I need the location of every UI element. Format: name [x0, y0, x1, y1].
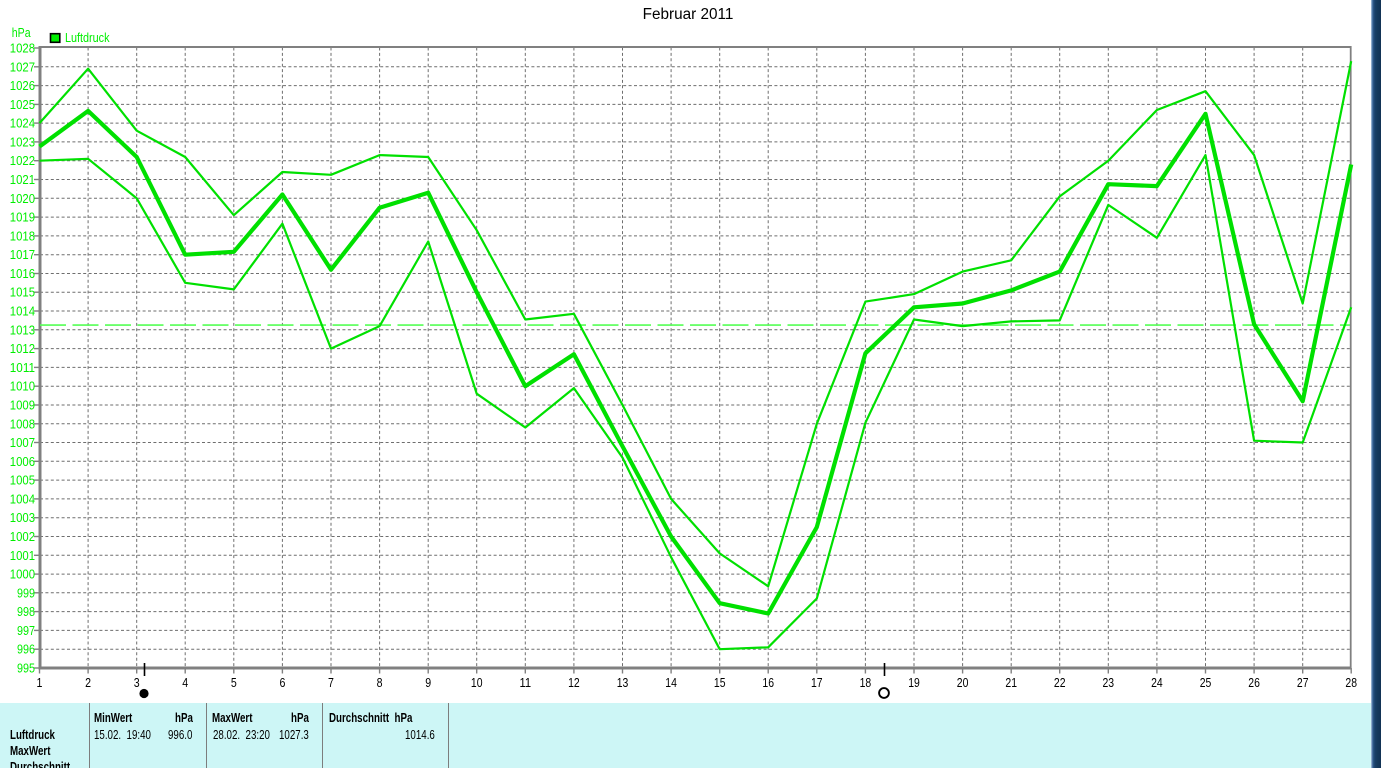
svg-text:1009: 1009: [10, 399, 35, 413]
svg-text:1012: 1012: [10, 342, 35, 356]
svg-text:24: 24: [1151, 676, 1163, 690]
svg-text:1001: 1001: [10, 549, 35, 563]
svg-text:1003: 1003: [10, 511, 35, 525]
svg-text:1021: 1021: [10, 173, 35, 187]
svg-text:1020: 1020: [10, 192, 35, 206]
svg-text:1023: 1023: [10, 135, 35, 149]
svg-text:1019: 1019: [10, 211, 35, 225]
svg-text:7: 7: [328, 676, 334, 690]
svg-text:1007: 1007: [10, 436, 35, 450]
svg-text:1028: 1028: [10, 42, 35, 56]
svg-text:11: 11: [520, 676, 532, 690]
svg-text:1: 1: [37, 676, 43, 690]
svg-text:1005: 1005: [10, 474, 35, 488]
svg-text:999: 999: [17, 586, 35, 600]
svg-text:17: 17: [811, 676, 823, 690]
svg-text:Luftdruck: Luftdruck: [65, 31, 110, 45]
svg-text:1017: 1017: [10, 248, 35, 262]
svg-text:2: 2: [85, 676, 91, 690]
svg-text:1027: 1027: [10, 60, 35, 74]
svg-text:27: 27: [1297, 676, 1309, 690]
svg-text:1000: 1000: [10, 568, 35, 582]
svg-text:1024: 1024: [10, 117, 35, 131]
svg-text:997: 997: [17, 624, 35, 638]
svg-text:1016: 1016: [10, 267, 35, 281]
svg-text:4: 4: [182, 676, 188, 690]
svg-text:6: 6: [279, 676, 285, 690]
svg-text:998: 998: [17, 605, 35, 619]
svg-text:1026: 1026: [10, 79, 35, 93]
svg-text:12: 12: [568, 676, 580, 690]
svg-text:25: 25: [1200, 676, 1212, 690]
svg-text:1002: 1002: [10, 530, 35, 544]
svg-text:8: 8: [377, 676, 383, 690]
svg-text:1013: 1013: [10, 323, 35, 337]
svg-text:1006: 1006: [10, 455, 35, 469]
svg-text:23: 23: [1103, 676, 1115, 690]
svg-text:22: 22: [1054, 676, 1066, 690]
svg-text:5: 5: [231, 676, 237, 690]
svg-text:1011: 1011: [10, 361, 35, 375]
svg-text:20: 20: [957, 676, 969, 690]
svg-text:1015: 1015: [10, 286, 35, 300]
svg-text:3: 3: [134, 676, 140, 690]
svg-text:1014: 1014: [10, 305, 35, 319]
svg-text:9: 9: [425, 676, 431, 690]
svg-text:1004: 1004: [10, 492, 35, 506]
svg-text:1010: 1010: [10, 380, 35, 394]
svg-text:16: 16: [762, 676, 774, 690]
svg-text:21: 21: [1005, 676, 1017, 690]
svg-text:1025: 1025: [10, 98, 35, 112]
svg-text:1018: 1018: [10, 229, 35, 243]
svg-text:14: 14: [665, 676, 677, 690]
svg-text:996: 996: [17, 643, 35, 657]
svg-text:10: 10: [471, 676, 483, 690]
svg-text:18: 18: [860, 676, 872, 690]
svg-text:15: 15: [714, 676, 726, 690]
svg-text:26: 26: [1248, 676, 1260, 690]
svg-text:hPa: hPa: [12, 26, 31, 40]
svg-text:13: 13: [617, 676, 629, 690]
svg-text:19: 19: [908, 676, 920, 690]
svg-text:995: 995: [17, 662, 35, 676]
svg-text:1008: 1008: [10, 417, 35, 431]
svg-text:28: 28: [1345, 676, 1357, 690]
svg-text:1022: 1022: [10, 154, 35, 168]
